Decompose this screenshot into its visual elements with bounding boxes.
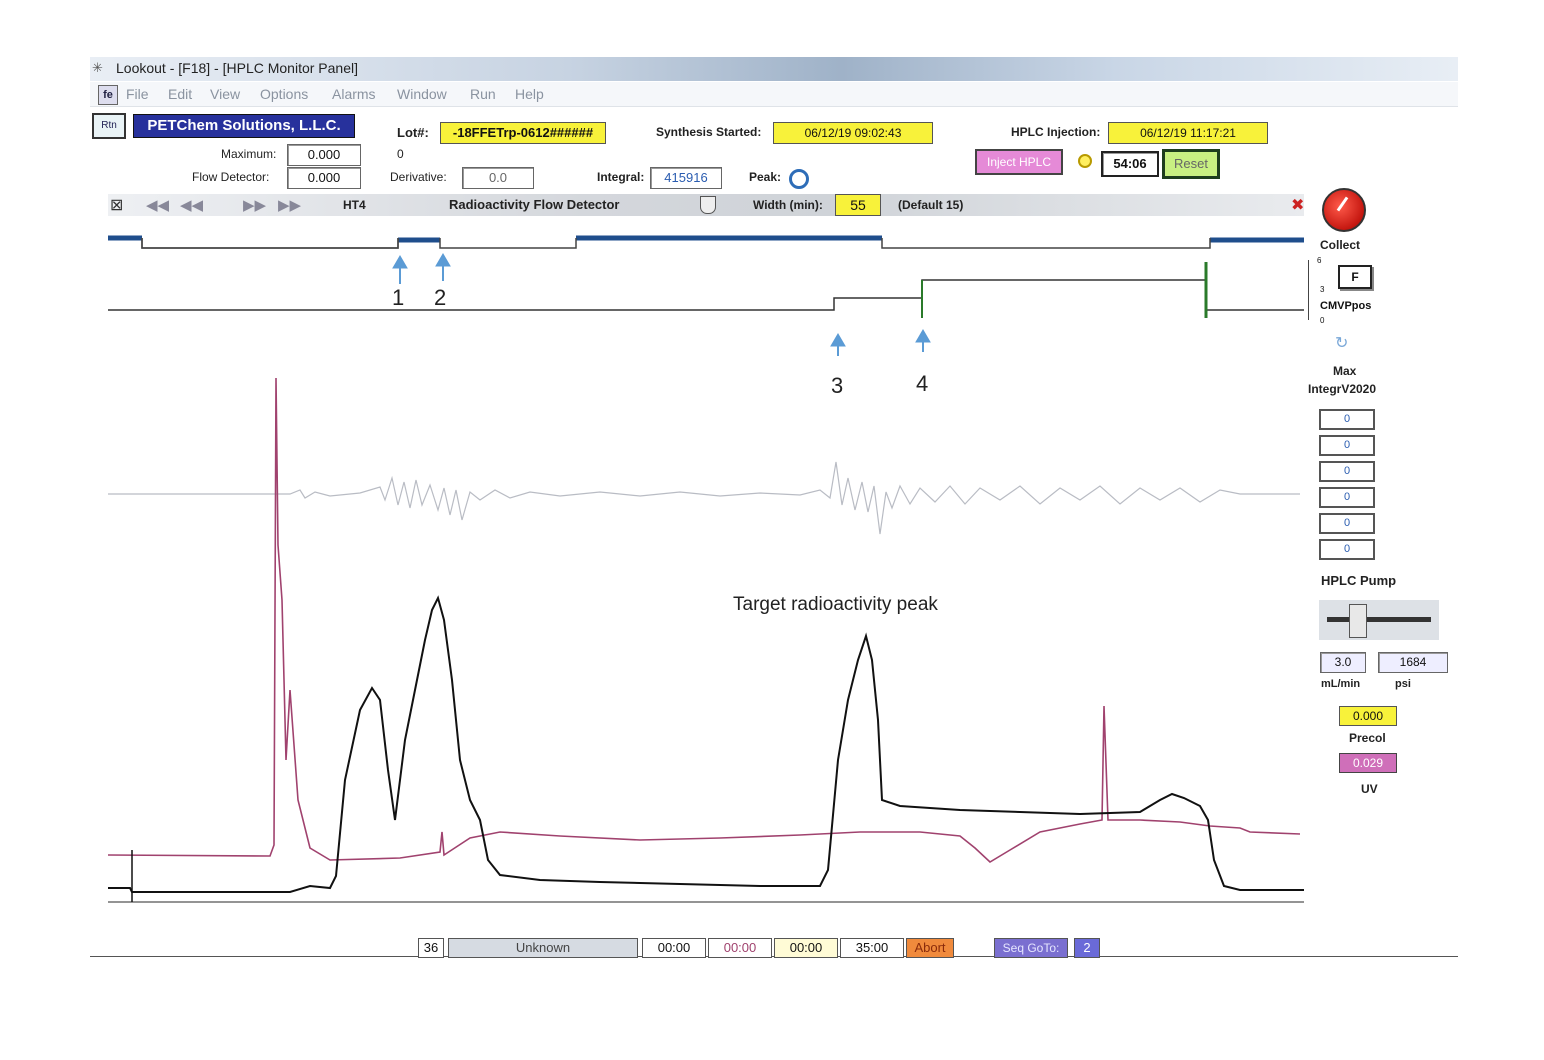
document-icon[interactable]: fe xyxy=(98,85,118,105)
abort-button[interactable]: Abort xyxy=(906,938,954,958)
scroll-left-icon[interactable]: ◀◀ xyxy=(180,197,204,214)
marker-label-2: 2 xyxy=(434,285,447,310)
collect-label: Collect xyxy=(1320,238,1361,252)
integral-field: 415916 xyxy=(650,167,722,189)
collect-valve-icon[interactable] xyxy=(1322,188,1366,232)
chart-toggle-icon[interactable]: ⊠ xyxy=(110,197,124,214)
width-label: Width (min): xyxy=(753,198,823,212)
integ-value-6: 0 xyxy=(1319,539,1375,560)
lot-label: Lot#: xyxy=(397,125,429,140)
cmv-position-label: CMVPpos xyxy=(1320,300,1372,312)
integral-label: Integral: xyxy=(597,170,645,184)
channel-label: HT4 xyxy=(343,198,366,212)
marker-label-4: 4 xyxy=(916,371,929,396)
arrow-markers xyxy=(392,253,931,356)
pump-slider-thumb[interactable] xyxy=(1349,604,1367,638)
step-number: 36 xyxy=(418,938,444,958)
precol-label: Precol xyxy=(1349,731,1386,745)
integ-value-5: 0 xyxy=(1319,513,1375,534)
time-field-2: 00:00 xyxy=(708,938,772,958)
menu-options[interactable]: Options xyxy=(260,86,309,102)
scroll-right-icon[interactable]: ▶▶ xyxy=(243,197,267,214)
step-name: Unknown xyxy=(448,938,638,958)
flow-rate-field[interactable]: 3.0 xyxy=(1320,652,1366,673)
width-field[interactable]: 55 xyxy=(835,194,881,216)
integ-value-3: 0 xyxy=(1319,461,1375,482)
uv-trace xyxy=(107,377,1301,863)
time-field-4: 35:00 xyxy=(840,938,904,958)
detector-title: Radioactivity Flow Detector xyxy=(449,197,620,212)
integ-label: IntegrV2020 xyxy=(1308,382,1377,396)
radioactivity-trace xyxy=(108,595,1304,893)
marker-label-1: 1 xyxy=(392,285,405,310)
hplc-pump-label: HPLC Pump xyxy=(1321,573,1397,588)
scale-top: 6 xyxy=(1317,256,1322,265)
marker-label-3: 3 xyxy=(831,373,844,398)
pump-slider[interactable] xyxy=(1319,600,1439,640)
derivative-field: 0.0 xyxy=(462,167,534,189)
shield-icon[interactable] xyxy=(700,196,716,214)
app-icon: ✳ xyxy=(92,60,103,75)
menu-help[interactable]: Help xyxy=(515,86,544,102)
flow-detector-field: 0.000 xyxy=(287,167,361,189)
menu-edit[interactable]: Edit xyxy=(168,86,193,102)
lot-field[interactable]: -18FFETrp-0612###### xyxy=(440,122,606,144)
return-button[interactable]: Rtn xyxy=(92,113,126,139)
status-lamp-icon xyxy=(1078,154,1092,168)
scroll-right-fast-icon[interactable]: ▶▶ xyxy=(278,197,302,214)
cmv-position-trace xyxy=(108,279,1304,311)
derivative-trace xyxy=(108,461,1300,535)
menu-alarms[interactable]: Alarms xyxy=(332,86,376,102)
hplc-injection-label: HPLC Injection: xyxy=(1011,125,1101,139)
maximum-label: Maximum: xyxy=(221,147,277,161)
menu-run[interactable]: Run xyxy=(470,86,496,102)
menu-file[interactable]: File xyxy=(126,86,149,102)
flow-detector-label: Flow Detector: xyxy=(192,170,270,184)
precol-field: 0.000 xyxy=(1339,706,1397,726)
uv-field: 0.029 xyxy=(1339,753,1397,773)
company-name: PETChem Solutions, L.L.C. xyxy=(133,114,355,138)
default-width-label: (Default 15) xyxy=(898,198,964,212)
window-title: Lookout - [F18] - [HPLC Monitor Panel] xyxy=(116,60,358,76)
maximum-field: 0.000 xyxy=(287,144,361,166)
zero-value: 0 xyxy=(397,147,404,161)
cmv-scale-axis xyxy=(1308,260,1315,320)
seq-goto-value[interactable]: 2 xyxy=(1074,938,1100,958)
elapsed-timer: 54:06 xyxy=(1101,151,1159,177)
derivative-label: Derivative: xyxy=(390,170,447,184)
window-title-bar: ✳ Lookout - [F18] - [HPLC Monitor Panel] xyxy=(90,57,1458,81)
seq-goto-button[interactable]: Seq GoTo: xyxy=(994,938,1068,958)
refresh-icon[interactable]: ↻ xyxy=(1335,335,1349,352)
scale-mid: 3 xyxy=(1320,285,1325,294)
integ-value-1: 0 xyxy=(1319,409,1375,430)
peak-indicator-icon xyxy=(789,169,809,189)
menu-window[interactable]: Window xyxy=(397,86,447,102)
uv-label: UV xyxy=(1361,782,1378,796)
integ-value-2: 0 xyxy=(1319,435,1375,456)
synthesis-started-label: Synthesis Started: xyxy=(656,125,762,139)
synthesis-started-field: 06/12/19 09:02:43 xyxy=(773,122,933,144)
menu-bar: fe File Edit View Options Alarms Window … xyxy=(90,82,1458,107)
hplc-injection-field: 06/12/19 11:17:21 xyxy=(1108,122,1268,144)
reset-button[interactable]: Reset xyxy=(1162,149,1220,179)
inject-hplc-button[interactable]: Inject HPLC xyxy=(975,149,1063,175)
alarm-icon[interactable]: ✖ xyxy=(1291,197,1305,214)
trend-toolbar: ⊠ ◀◀ ◀◀ ▶▶ ▶▶ HT4 Radioactivity Flow Det… xyxy=(108,194,1304,216)
time-field-3: 00:00 xyxy=(774,938,838,958)
f-button[interactable]: F xyxy=(1338,265,1372,289)
integ-value-4: 0 xyxy=(1319,487,1375,508)
flow-unit-label: mL/min xyxy=(1321,678,1361,690)
peak-label: Peak: xyxy=(749,170,782,184)
scale-bottom: 0 xyxy=(1320,316,1325,325)
max-label: Max xyxy=(1333,364,1357,378)
time-field-1: 00:00 xyxy=(642,938,706,958)
pressure-field: 1684 xyxy=(1378,652,1448,673)
target-peak-annotation: Target radioactivity peak xyxy=(733,594,938,615)
pressure-unit-label: psi xyxy=(1395,678,1411,690)
menu-view[interactable]: View xyxy=(210,86,241,102)
scroll-left-fast-icon[interactable]: ◀◀ xyxy=(146,197,170,214)
